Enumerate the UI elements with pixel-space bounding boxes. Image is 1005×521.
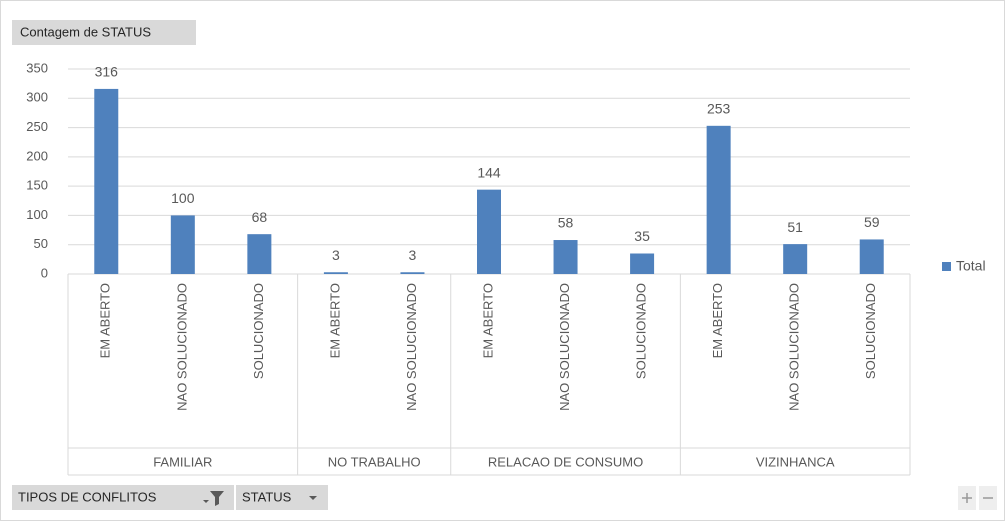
bar [323,272,348,274]
group-label: VIZINHANCA [756,454,835,469]
y-tick-label: 100 [26,207,48,222]
x-tick-label: NAO SOLUCIONADO [404,283,419,411]
data-label: 68 [252,209,268,225]
data-label: 51 [787,219,803,235]
field-button-label: STATUS [242,489,292,504]
legend-label: Total [956,258,986,274]
data-label: 316 [95,64,119,80]
bar [859,239,884,274]
data-label: 3 [409,247,417,263]
data-label: 35 [634,228,650,244]
x-tick-label: EM ABERTO [98,283,113,358]
field-button[interactable]: STATUS [236,485,328,510]
x-tick-label: SOLUCIONADO [863,283,878,379]
chart-title: Contagem de STATUS [20,24,151,39]
x-tick-label: EM ABERTO [480,283,495,358]
x-tick-label: EM ABERTO [710,283,725,358]
data-label: 3 [332,247,340,263]
dropdown-icon [309,496,317,500]
field-button-bg [12,485,234,510]
plus-icon [962,493,972,503]
y-tick-label: 0 [41,265,48,280]
bar [783,244,808,274]
x-tick-label: NAO SOLUCIONADO [174,283,189,411]
y-tick-label: 300 [26,90,48,105]
x-tick-label: SOLUCIONADO [251,283,266,379]
dropdown-icon [203,500,209,503]
title-button-bg [12,20,196,45]
bar [94,88,119,275]
x-tick-label: SOLUCIONADO [634,283,649,379]
data-label: 144 [477,164,501,180]
y-tick-label: 350 [26,60,48,75]
data-label: 59 [864,214,880,230]
legend-swatch [942,262,951,271]
x-tick-label: NAO SOLUCIONADO [787,283,802,411]
x-tick-label: NAO SOLUCIONADO [557,283,572,411]
bar [630,253,655,274]
bar [553,240,578,274]
group-label: NO TRABALHO [328,454,421,469]
field-button-label: TIPOS DE CONFLITOS [18,489,157,504]
bar [477,189,501,274]
zoom-out-button[interactable] [979,486,997,510]
x-tick-label: EM ABERTO [327,283,342,358]
bar [706,125,731,274]
field-button[interactable]: TIPOS DE CONFLITOS [12,485,234,510]
y-tick-label: 250 [26,119,48,134]
y-tick-label: 50 [34,236,48,251]
title-button[interactable]: Contagem de STATUS [12,20,196,45]
bar [170,215,195,274]
y-tick-label: 200 [26,148,48,163]
y-tick-label: 150 [26,178,48,193]
group-label: FAMILIAR [153,454,212,469]
data-label: 58 [558,215,574,231]
bar [400,272,425,274]
filter-icon [210,491,224,506]
group-label: RELACAO DE CONSUMO [488,454,643,469]
data-label: 100 [171,190,195,206]
zoom-in-button[interactable] [958,486,976,510]
bar [247,234,272,274]
data-label: 253 [707,101,731,117]
